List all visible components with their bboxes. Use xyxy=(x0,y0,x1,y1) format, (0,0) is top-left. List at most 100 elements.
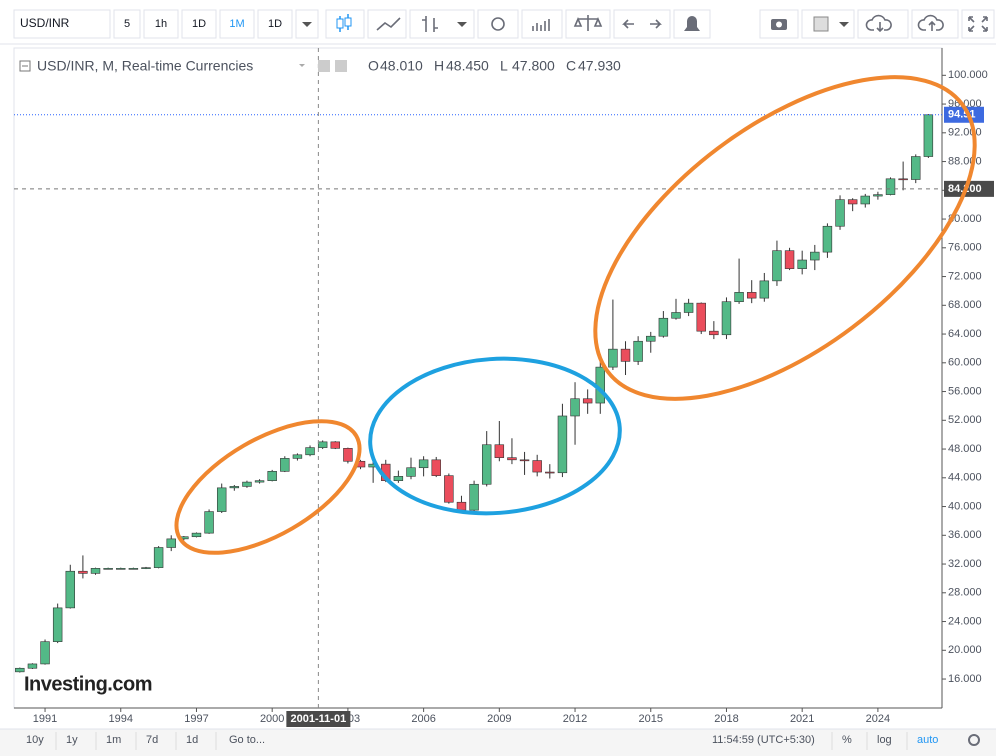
crosshair-x-box xyxy=(286,711,351,727)
icon xyxy=(776,21,782,28)
load-button[interactable] xyxy=(857,9,909,39)
x-tick-label: 2012 xyxy=(563,713,587,725)
icon xyxy=(344,17,352,27)
y-tick-label: 80.000 xyxy=(948,213,982,225)
interval-label[interactable]: 1M xyxy=(229,18,244,30)
range-button[interactable]: 1m xyxy=(106,734,121,746)
plot-area[interactable] xyxy=(13,47,943,709)
candle-body xyxy=(267,471,277,481)
interval-label[interactable]: 1h xyxy=(155,18,167,30)
interval-button[interactable] xyxy=(181,9,217,39)
scale-option[interactable]: % xyxy=(842,734,852,746)
interval-button[interactable] xyxy=(257,9,293,39)
dropdown-arrow xyxy=(299,64,305,67)
interval-button[interactable] xyxy=(219,9,255,39)
x-tick-label: 1991 xyxy=(33,713,57,725)
candle-body xyxy=(330,441,340,449)
scale-option[interactable]: auto xyxy=(917,734,938,746)
candle-body xyxy=(128,568,139,570)
candle-body xyxy=(835,199,845,227)
tool-icons xyxy=(325,9,995,39)
icon xyxy=(573,15,603,31)
candle-body xyxy=(418,459,429,469)
goto-button[interactable]: Go to... xyxy=(229,734,265,746)
candle-body xyxy=(204,511,214,534)
range-button[interactable]: 10y xyxy=(26,734,44,746)
candle-body xyxy=(683,302,694,313)
fullscreen-button[interactable] xyxy=(961,9,995,39)
y-tick-label: 44.000 xyxy=(948,472,982,484)
interval-label[interactable]: 5 xyxy=(124,18,130,30)
symbol-box[interactable] xyxy=(13,9,111,39)
y-tick-label: 20.000 xyxy=(948,644,982,656)
range-button[interactable]: 1d xyxy=(186,734,198,746)
y-tick-label: 72.000 xyxy=(948,270,982,282)
candle-body xyxy=(65,570,75,609)
y-tick-label: 32.000 xyxy=(948,558,982,570)
candle-body xyxy=(229,486,240,489)
candle-body xyxy=(78,570,88,574)
candle-body xyxy=(292,454,303,459)
x-tick-label: 2000 xyxy=(260,713,284,725)
candle-body xyxy=(305,447,315,456)
candle-body xyxy=(507,457,517,461)
bottom-bar xyxy=(0,729,996,756)
ohlc-key: O xyxy=(368,58,379,74)
interval-label[interactable]: 1D xyxy=(268,18,282,30)
y-tick-label: 24.000 xyxy=(948,615,982,627)
legend-icon[interactable] xyxy=(318,60,330,72)
ohlc-value: 48.010 xyxy=(380,58,423,74)
candle-body xyxy=(721,301,732,336)
candle-body xyxy=(608,348,618,368)
range-button[interactable]: 1y xyxy=(66,734,78,746)
candle-body xyxy=(658,317,669,337)
settings-button[interactable] xyxy=(477,9,519,39)
candle-body xyxy=(847,199,858,205)
x-tick-label: 2015 xyxy=(639,713,663,725)
candle-body xyxy=(746,292,757,299)
candle-body xyxy=(519,459,530,462)
interval-button[interactable] xyxy=(143,9,179,39)
candle-body xyxy=(481,444,492,485)
range-button[interactable]: 7d xyxy=(146,734,158,746)
interval-button[interactable] xyxy=(113,9,141,39)
ohlc-key: C xyxy=(566,58,576,74)
icon xyxy=(336,18,344,29)
candle-body xyxy=(406,467,416,477)
candle-body xyxy=(873,194,883,197)
candle-body xyxy=(620,348,631,362)
candle-body xyxy=(166,538,176,548)
candle-body xyxy=(343,448,353,462)
candle-body xyxy=(191,532,202,538)
y-tick-label: 68.000 xyxy=(948,299,982,311)
y-tick-label: 56.000 xyxy=(948,385,982,397)
indicators-button[interactable] xyxy=(521,9,563,39)
y-tick-label: 48.000 xyxy=(948,443,982,455)
candle-body xyxy=(40,641,50,665)
dropdown-arrow xyxy=(457,22,467,27)
interval-label[interactable]: 1D xyxy=(192,18,206,30)
annotation-ellipse xyxy=(368,356,622,516)
y-tick-label: 40.000 xyxy=(948,500,982,512)
dropdown-arrow xyxy=(302,22,312,27)
dropdown-arrow xyxy=(839,22,849,27)
icon xyxy=(684,16,700,31)
y-tick-label: 88.000 xyxy=(948,155,982,167)
x-tick-label: 2024 xyxy=(866,713,890,725)
legend-icon[interactable] xyxy=(335,60,347,72)
x-tick-label: 1997 xyxy=(184,713,208,725)
clock: 11:54:59 (UTC+5:30) xyxy=(712,734,815,746)
annotation-ellipse xyxy=(174,419,362,555)
x-tick-label: 2006 xyxy=(411,713,435,725)
scale-option[interactable]: log xyxy=(877,734,892,746)
candle-body xyxy=(444,475,454,503)
candle-body xyxy=(696,302,706,332)
undo-redo[interactable] xyxy=(613,9,671,39)
candle-body xyxy=(494,444,505,458)
symbol[interactable]: USD/INR xyxy=(20,16,70,30)
icon xyxy=(422,16,438,32)
last-price-box xyxy=(944,106,984,123)
settings-icon[interactable] xyxy=(968,734,980,746)
y-tick-label: 36.000 xyxy=(948,529,982,541)
candle-body xyxy=(709,330,719,336)
